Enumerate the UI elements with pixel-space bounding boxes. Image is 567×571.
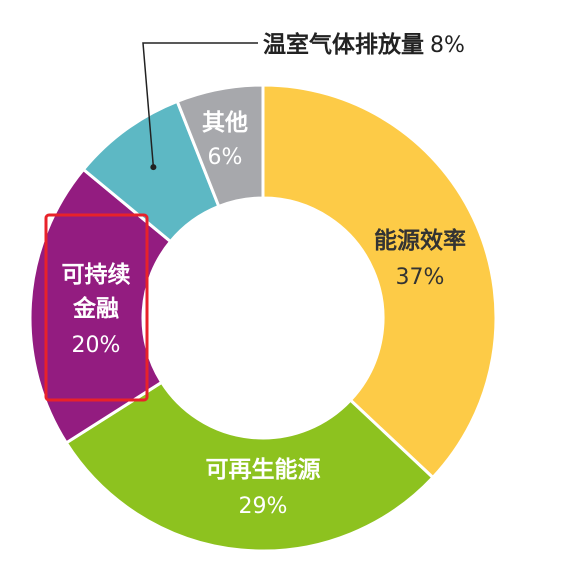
- slice-value: 8%: [430, 33, 465, 58]
- slice-value: 37%: [396, 265, 445, 290]
- slice-label-5: 其他 6%: [202, 110, 248, 170]
- slice-value: 20%: [72, 333, 121, 358]
- donut-slice-3: [28, 167, 173, 445]
- slice-value: 6%: [208, 145, 243, 170]
- slice-label-2: 可再生能源 29%: [206, 456, 321, 519]
- slice-name: 能源效率: [374, 227, 466, 254]
- slice-value: 29%: [239, 494, 288, 519]
- callout-dot: [150, 164, 157, 171]
- slice-label-callout: 温室气体排放量 8%: [263, 31, 465, 58]
- slice-name: 其他: [202, 110, 248, 136]
- donut-slice-2: [64, 380, 435, 553]
- slice-name: 温室气体排放量: [263, 31, 424, 58]
- slice-name: 可再生能源: [206, 456, 321, 483]
- donut-slice-5: [175, 83, 265, 209]
- slice-name: 金融: [72, 295, 119, 322]
- highlight-box: [44, 213, 149, 402]
- callout-leader-line: [142, 42, 258, 168]
- slice-name: 可持续: [62, 261, 131, 288]
- slice-label-1: 能源效率 37%: [374, 227, 466, 290]
- donut-slice-1: [261, 83, 498, 480]
